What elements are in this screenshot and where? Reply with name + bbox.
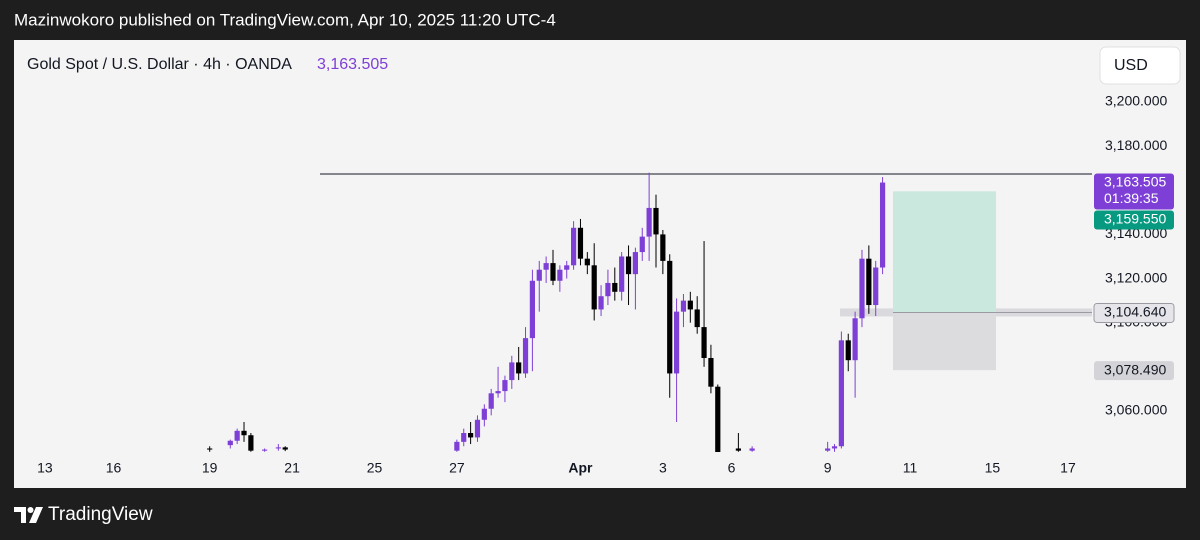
y-tick-label: 3,120.000	[1105, 269, 1167, 285]
plot-area	[207, 172, 1092, 452]
stop-zone	[893, 312, 996, 371]
x-tick-label: 13	[37, 460, 53, 476]
candle-body	[509, 362, 515, 381]
candle-body	[275, 447, 281, 449]
x-tick-label: 19	[202, 460, 218, 476]
candle-body	[687, 300, 693, 310]
x-tick-label: 21	[284, 460, 300, 476]
target-tag-label: 3,159.550	[1104, 211, 1166, 227]
x-tick-label: 15	[985, 460, 1001, 476]
candle-body	[474, 419, 481, 438]
x-tick-label: 11	[903, 460, 918, 476]
x-tick-label: 27	[449, 460, 465, 476]
candle-body	[461, 433, 467, 442]
target-zone	[893, 191, 996, 313]
candle-body	[522, 338, 529, 374]
candle-body	[577, 227, 584, 259]
candle-body	[536, 269, 542, 281]
chart-panel	[14, 40, 1186, 488]
last-price-tag-countdown: 01:39:35	[1104, 190, 1159, 206]
header-price: 3,163.505	[317, 56, 388, 73]
candle-body	[564, 265, 570, 270]
candle-body	[619, 256, 625, 292]
candle-body	[680, 300, 687, 312]
candle-body	[502, 380, 508, 392]
candle-body	[646, 207, 652, 237]
candle-body	[495, 391, 501, 394]
candle-body	[557, 269, 563, 281]
y-tick-label: 3,180.000	[1105, 137, 1167, 153]
candle-body	[584, 258, 590, 266]
entry-tag-label: 3,104.640	[1104, 304, 1166, 320]
candle-body	[248, 435, 254, 451]
candle-body	[838, 340, 844, 447]
entry-tag	[1093, 302, 1175, 323]
candle-body	[570, 227, 577, 266]
x-tick-label: 6	[728, 460, 736, 476]
candle-body	[873, 267, 879, 306]
currency-label[interactable]: USD	[1114, 57, 1148, 74]
byline: Mazinwokoro published on TradingView.com…	[14, 10, 556, 29]
candle-body	[612, 282, 618, 292]
candle-body	[879, 182, 886, 268]
candle-body	[282, 447, 288, 450]
candle-body	[701, 327, 707, 358]
candle-body	[852, 318, 858, 361]
x-tick-label: 25	[367, 460, 383, 476]
candle-body	[708, 357, 714, 387]
candle-body	[481, 408, 487, 420]
candle-body	[591, 265, 597, 310]
candle-body	[715, 386, 721, 452]
candle-body	[831, 446, 838, 449]
last-price-tag-label: 3,163.505	[1104, 174, 1166, 190]
candle-body	[598, 296, 604, 310]
candle-body	[234, 430, 240, 441]
candle-body	[845, 340, 851, 361]
candle-body	[667, 260, 673, 374]
x-tick-label: 3	[659, 460, 667, 476]
candle-body	[227, 440, 233, 446]
stop-tag	[1094, 361, 1174, 381]
logo	[14, 507, 43, 523]
candle-body	[660, 234, 666, 261]
candle-body	[207, 448, 213, 450]
candle-body	[454, 441, 460, 451]
candle-body	[543, 263, 549, 270]
candle-body	[262, 449, 268, 451]
candle-body	[625, 256, 632, 275]
last-price-tag	[1094, 173, 1174, 210]
candle-body	[825, 448, 831, 451]
brand: TradingView	[48, 504, 153, 525]
candle-body	[605, 282, 611, 297]
y-tick-label: 3,060.000	[1105, 402, 1167, 418]
candle-body	[241, 430, 247, 436]
candle-body	[632, 252, 638, 275]
stop-tag-label: 3,078.490	[1104, 361, 1166, 377]
candle-body	[866, 258, 872, 306]
candle-body	[550, 263, 556, 281]
x-tick-label: 9	[824, 460, 832, 476]
candle-body	[694, 309, 700, 328]
x-tick-label: 17	[1060, 460, 1076, 476]
y-tick-label: 3,200.000	[1105, 93, 1167, 109]
candle-body	[529, 280, 536, 339]
x-tick-label: 16	[106, 460, 122, 476]
target-tag	[1094, 210, 1174, 230]
candle-body	[488, 393, 494, 409]
candle-body	[735, 448, 741, 451]
candle-body	[468, 433, 474, 438]
x-tick-label: Apr	[568, 460, 593, 476]
symbol-title: Gold Spot / U.S. Dollar · 4h · OANDA	[27, 56, 292, 73]
candle-body	[516, 362, 522, 374]
candle-body	[673, 311, 680, 374]
candle-body	[653, 207, 659, 235]
candle-body	[639, 236, 645, 253]
currency-button[interactable]	[1099, 46, 1181, 85]
candle-body	[749, 448, 755, 451]
candle-body	[859, 258, 865, 319]
